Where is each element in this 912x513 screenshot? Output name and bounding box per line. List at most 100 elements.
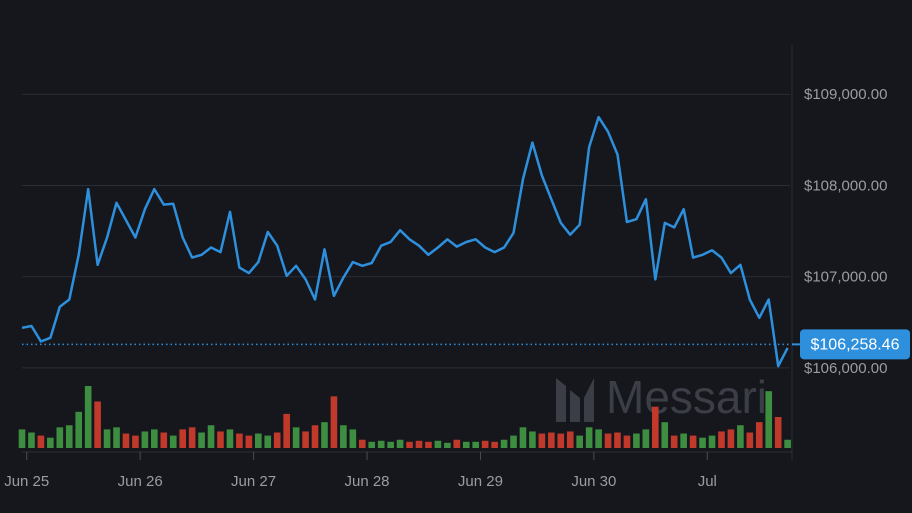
volume-bar [774, 417, 782, 448]
volume-bar [84, 386, 92, 448]
volume-bar [519, 427, 527, 448]
volume-bar [47, 437, 54, 448]
x-tick-label: Jun 28 [344, 473, 389, 490]
volume-bar [576, 435, 583, 448]
volume-bar [56, 427, 64, 448]
volume-bar [566, 431, 574, 448]
volume-bar [784, 439, 791, 448]
volume-bar [169, 435, 177, 448]
volume-bar [529, 431, 536, 448]
volume-bar [595, 429, 602, 448]
y-tick-label: $108,000.00 [804, 177, 887, 194]
volume-bar [699, 437, 706, 448]
x-tick-label: Jun 27 [231, 473, 276, 490]
volume-bar [207, 425, 215, 448]
volume-bar [141, 431, 149, 448]
last-price-box [800, 329, 910, 360]
volume-bar [548, 432, 555, 448]
x-tick-label: Jun 30 [571, 473, 616, 490]
volume-bar [198, 432, 205, 448]
volume-bar [387, 441, 394, 448]
volume-bar [321, 422, 328, 448]
volume-bar [188, 427, 196, 448]
y-tick-label: $106,000.00 [804, 360, 887, 377]
price-line [21, 115, 789, 368]
volume-bar [661, 422, 669, 448]
volume-bar [510, 435, 517, 448]
volume-bar [226, 429, 234, 448]
volume-bar [472, 441, 480, 448]
volume-bar [302, 431, 309, 448]
volume-bar [292, 427, 300, 448]
volume-bar [179, 429, 186, 448]
volume-bar [415, 440, 423, 448]
volume-bar [642, 429, 650, 448]
volume-bar [481, 440, 489, 448]
volume-bar [538, 433, 546, 448]
x-tick-label: Jun 25 [4, 473, 49, 490]
y-tick-label: $107,000.00 [804, 269, 887, 286]
volume-bar [330, 396, 338, 448]
volume-bar [462, 441, 470, 448]
volume-bar [614, 432, 621, 448]
volume-bar [396, 439, 404, 448]
volume-bar [765, 391, 773, 448]
volume-bar [491, 441, 498, 448]
volume-bar [377, 440, 385, 448]
volume-bar [236, 433, 243, 448]
volume-bar [65, 425, 73, 448]
watermark-logo [556, 378, 594, 422]
volume-bar [444, 442, 451, 448]
volume-bar [75, 411, 83, 448]
watermark: Messari [606, 371, 767, 423]
volume-bar [670, 435, 678, 448]
volume-bar [37, 435, 45, 448]
volume-bar [103, 429, 111, 448]
volume-bar [160, 432, 168, 448]
volume-bar [358, 439, 366, 448]
volume-bar [434, 440, 442, 448]
volume-bar [273, 432, 281, 448]
volume-bar [689, 435, 697, 448]
volume-bar [755, 422, 763, 448]
volume-bar [245, 435, 253, 448]
volume-bar [425, 441, 432, 448]
volume-bar [680, 433, 687, 448]
volume-bar [122, 433, 130, 448]
volume-bar [254, 433, 262, 448]
volume-bar [737, 425, 744, 448]
volume-bar [585, 427, 593, 448]
volume-bar [113, 427, 120, 448]
volume-bar [406, 441, 413, 448]
volume-bar [94, 401, 101, 448]
volume-bar [500, 439, 508, 448]
volume-bar [746, 432, 754, 448]
volume-bar [708, 435, 716, 448]
volume-bar [217, 431, 224, 448]
volume-bar [604, 433, 612, 448]
volume-bar [651, 406, 659, 448]
x-tick-label: Jul [698, 473, 717, 490]
volume-bar [311, 425, 319, 448]
volume-bar [623, 435, 631, 448]
volume-bar [283, 413, 290, 448]
volume-bar [340, 425, 347, 448]
volume-bar [264, 435, 272, 448]
last-price-label: $106,258.46 [811, 337, 900, 354]
volume-bar [368, 441, 376, 448]
volume-bar [718, 431, 725, 448]
volume-bar [132, 435, 139, 448]
x-tick-label: Jun 29 [458, 473, 503, 490]
volume-bar [349, 429, 357, 448]
volume-bar [18, 429, 26, 448]
volume-bar [557, 433, 565, 448]
volume-bar [633, 433, 640, 448]
volume-bar [28, 432, 35, 448]
y-tick-label: $109,000.00 [804, 86, 887, 103]
volume-bar [453, 439, 461, 448]
volume-bar [151, 429, 158, 448]
x-tick-label: Jun 26 [118, 473, 163, 490]
volume-bar [727, 429, 735, 448]
